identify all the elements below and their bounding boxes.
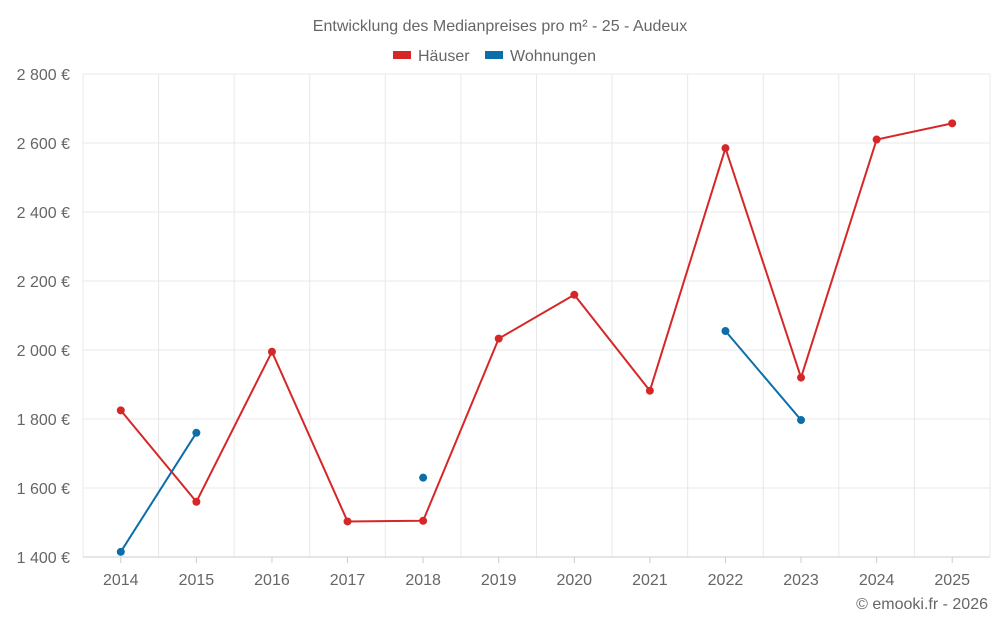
y-tick-label: 1 600 €: [17, 481, 70, 498]
series-haeuser: [116, 119, 957, 526]
legend: Häuser Wohnungen: [393, 48, 596, 65]
x-tick-label: 2023: [783, 572, 819, 589]
data-point-haeuser[interactable]: [192, 497, 201, 506]
series-wohnungen: [116, 327, 806, 556]
data-point-haeuser[interactable]: [797, 373, 806, 382]
y-tick-label: 2 600 €: [17, 136, 70, 153]
data-point-haeuser[interactable]: [570, 290, 579, 299]
data-point-haeuser[interactable]: [116, 406, 125, 415]
credit-text: © emooki.fr - 2026: [856, 596, 988, 613]
legend-swatch-wohnungen: [485, 51, 503, 59]
legend-swatch-haeuser: [393, 51, 411, 59]
series-line-wohnungen: [119, 431, 198, 553]
x-tick-label: 2014: [103, 572, 139, 589]
y-tick-label: 2 800 €: [17, 67, 70, 84]
x-tick-label: 2020: [556, 572, 592, 589]
data-point-wohnungen[interactable]: [419, 473, 428, 482]
y-axis-ticks: 1 400 € 1 600 € 1 800 € 2 000 € 2 200 € 2 400…: [17, 67, 70, 567]
data-point-haeuser[interactable]: [419, 516, 428, 525]
legend-label-haeuser: Häuser: [418, 48, 470, 65]
x-tick-label: 2021: [632, 572, 668, 589]
x-tick-label: 2015: [179, 572, 215, 589]
data-point-haeuser[interactable]: [645, 386, 654, 395]
y-tick-label: 2 400 €: [17, 205, 70, 222]
data-point-haeuser[interactable]: [343, 517, 352, 526]
x-tick-label: 2025: [934, 572, 970, 589]
data-point-wohnungen[interactable]: [797, 416, 806, 425]
data-point-wohnungen[interactable]: [192, 428, 201, 437]
legend-item-wohnungen[interactable]: Wohnungen: [485, 48, 596, 65]
data-point-wohnungen[interactable]: [116, 547, 125, 556]
x-tick-label: 2022: [708, 572, 744, 589]
data-point-haeuser[interactable]: [721, 144, 730, 153]
data-point-haeuser[interactable]: [267, 347, 276, 356]
chart-title: Entwicklung des Medianpreises pro m² - 2…: [313, 18, 687, 35]
data-point-haeuser[interactable]: [872, 135, 881, 144]
x-axis-ticks: 2014 2015 2016 2017 2018 2019 2020 2021 2022 2023…: [103, 557, 970, 589]
y-tick-label: 1 400 €: [17, 550, 70, 567]
x-tick-label: 2018: [405, 572, 441, 589]
x-tick-label: 2024: [859, 572, 895, 589]
legend-item-haeuser[interactable]: Häuser: [393, 48, 470, 65]
data-point-wohnungen[interactable]: [721, 327, 730, 336]
x-tick-label: 2016: [254, 572, 290, 589]
y-tick-label: 2 200 €: [17, 274, 70, 291]
data-point-haeuser[interactable]: [494, 334, 503, 343]
x-tick-label: 2017: [330, 572, 366, 589]
y-tick-label: 2 000 €: [17, 343, 70, 360]
series-line-wohnungen: [724, 330, 803, 422]
y-tick-label: 1 800 €: [17, 412, 70, 429]
series: [116, 119, 957, 556]
grid: [82, 73, 991, 557]
x-tick-label: 2019: [481, 572, 517, 589]
series-line-haeuser: [119, 122, 954, 523]
legend-label-wohnungen: Wohnungen: [510, 48, 596, 65]
data-point-haeuser[interactable]: [948, 119, 957, 128]
